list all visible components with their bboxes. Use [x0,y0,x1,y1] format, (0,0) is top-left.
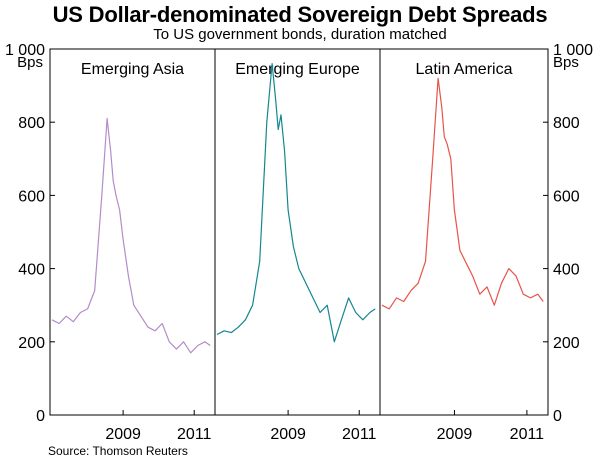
y-tick-label-left: 200 [18,335,45,352]
y-tick-label-right: 600 [553,188,580,205]
x-tick-label: 2011 [510,426,545,443]
y-tick-label-right: 200 [553,335,580,352]
series-line [216,63,376,343]
series-line [381,77,544,310]
y-tick-label-left: 1 000 [5,42,45,59]
y-tick-label-left: 600 [18,188,45,205]
plot-frame [49,48,549,416]
y-tick-label-right: 800 [553,115,580,132]
chart-title: US Dollar-denominated Sovereign Debt Spr… [52,2,548,27]
x-tick-label: 2009 [270,426,306,443]
panel-label: Emerging Asia [81,61,184,78]
y-tick-label-right: 400 [553,262,580,279]
source-note: Source: Thomson Reuters [48,444,188,458]
panel-label: Emerging Europe [235,61,360,78]
series-line [51,117,211,354]
y-axis-label-left: Bps [17,54,43,71]
x-tick-label: 2011 [342,426,377,443]
x-tick-label: 2009 [105,426,141,443]
y-axis-label-right: Bps [553,54,579,71]
x-tick-label: 2011 [177,426,212,443]
y-tick-label-right: 0 [553,408,562,425]
chart-subtitle: To US government bonds, duration matched [153,26,447,43]
y-tick-label-left: 400 [18,262,45,279]
y-tick-label-right: 1 000 [553,42,593,59]
panel-label: Latin America [416,61,513,78]
y-tick-label-left: 800 [18,115,45,132]
x-tick-label: 2009 [437,426,473,443]
y-tick-label-left: 0 [36,408,45,425]
